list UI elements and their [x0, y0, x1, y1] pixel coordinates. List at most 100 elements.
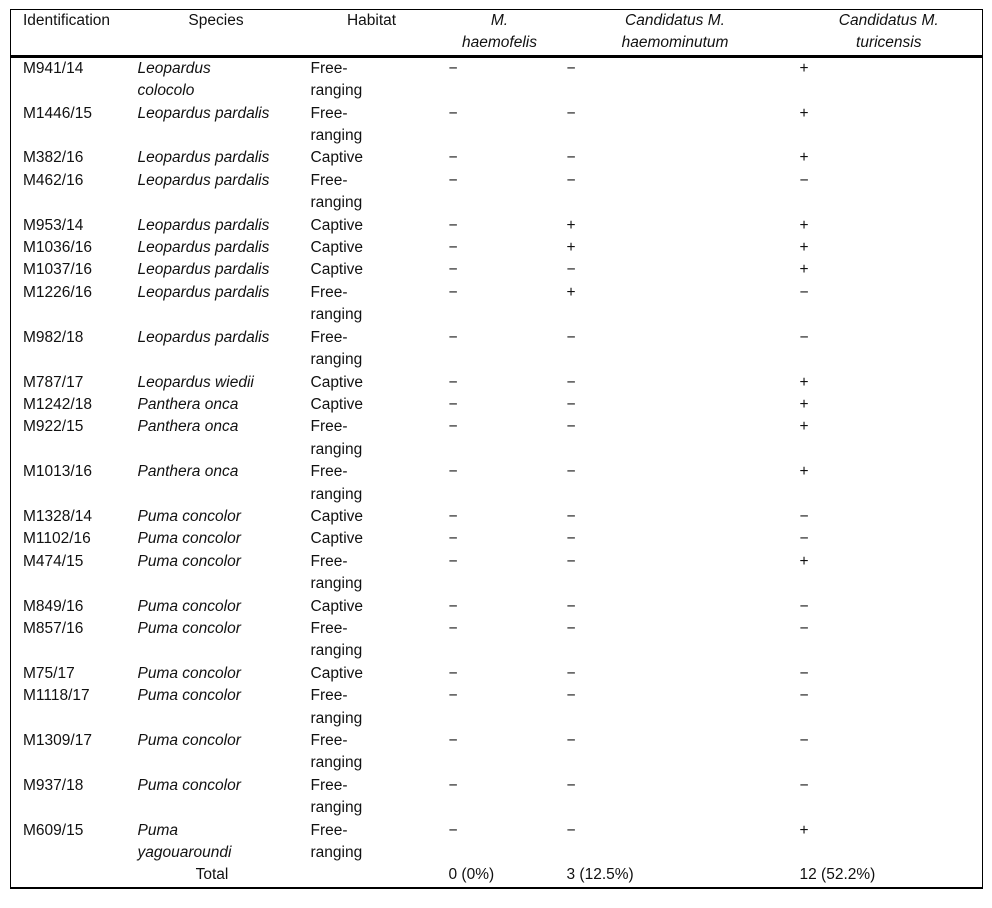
cell-m-haemofelis: − [448, 261, 458, 279]
cell-habitat: Captive [310, 216, 364, 234]
table-row: M937/18 Puma concolor Free- ranging − − … [11, 775, 983, 820]
cell-habitat: Captive [310, 530, 364, 548]
cell-m-haemofelis: − [448, 395, 458, 413]
table-row: M1242/18 Panthera onca Captive − − + [11, 394, 983, 416]
total-m-haemofelis: 0 (0%) [448, 866, 495, 884]
cell-m-haemofelis: − [448, 283, 458, 301]
cell-candidatus-m-haemominutum: − [566, 552, 576, 570]
total-row: Total 0 (0%) 3 (12.5%) 12 (52.2%) [11, 864, 983, 887]
cell-candidatus-m-turicensis: + [799, 395, 809, 413]
header-species: Species [125, 9, 299, 58]
total-candidatus-m-turicensis: 12 (52.2%) [799, 866, 876, 884]
cell-candidatus-m-haemominutum: − [566, 328, 576, 346]
cell-m-haemofelis: − [448, 418, 458, 436]
cell-candidatus-m-turicensis: + [799, 373, 809, 391]
cell-habitat: Captive [310, 597, 364, 615]
table-row: M1013/16 Panthera onca Free- ranging − −… [11, 461, 983, 506]
cell-m-haemofelis: − [448, 664, 458, 682]
cell-species: Leopardus pardalis [137, 239, 270, 257]
table-row: M1226/16 Leopardus pardalis Free- rangin… [11, 282, 983, 327]
cell-candidatus-m-turicensis: + [799, 216, 809, 234]
cell-identification: M1036/16 [23, 239, 92, 257]
cell-species: Puma concolor [137, 530, 241, 548]
cell-m-haemofelis: − [448, 59, 458, 77]
cell-candidatus-m-turicensis: − [799, 597, 809, 615]
total-empty-habitat [299, 864, 437, 887]
cell-habitat: Free- ranging [310, 171, 363, 212]
table-row: M1118/17 Puma concolor Free- ranging − −… [11, 685, 983, 730]
cell-candidatus-m-haemominutum: − [566, 59, 576, 77]
cell-candidatus-m-haemominutum: + [566, 216, 576, 234]
cell-m-haemofelis: − [448, 821, 458, 839]
cell-m-haemofelis: − [448, 171, 458, 189]
cell-species: Leopardus pardalis [137, 149, 270, 167]
table-row: M922/15 Panthera onca Free- ranging − − … [11, 416, 983, 461]
total-empty-identification [11, 864, 126, 887]
cell-candidatus-m-turicensis: + [799, 59, 809, 77]
cell-candidatus-m-turicensis: − [799, 619, 809, 637]
cell-habitat: Free- ranging [310, 104, 363, 145]
cell-m-haemofelis: − [448, 239, 458, 257]
cell-candidatus-m-turicensis: − [799, 283, 809, 301]
cell-candidatus-m-turicensis: − [799, 732, 809, 749]
cell-identification: M474/15 [23, 552, 84, 570]
hemoplasma-results-table: Identification Species Habitat M. haemof… [10, 9, 983, 889]
cell-habitat: Captive [310, 507, 364, 525]
cell-candidatus-m-haemominutum: − [566, 776, 576, 794]
cell-habitat: Free- ranging [310, 328, 363, 369]
cell-habitat: Free- ranging [310, 619, 363, 660]
table-row: M75/17 Puma concolor Captive − − − [11, 663, 983, 685]
cell-m-haemofelis: − [448, 463, 458, 481]
cell-habitat: Free- ranging [310, 463, 363, 503]
cell-species: Puma yagouaroundi [137, 821, 232, 862]
table-header: Identification Species Habitat M. haemof… [10, 9, 983, 58]
cell-m-haemofelis: − [448, 619, 458, 637]
cell-habitat: Captive [310, 664, 364, 682]
cell-candidatus-m-turicensis: − [799, 507, 809, 525]
cell-identification: M1328/14 [23, 507, 92, 525]
table-row: M857/16 Puma concolor Free- ranging − − … [11, 618, 983, 663]
cell-identification: M382/16 [23, 149, 84, 167]
cell-species: Puma concolor [137, 776, 241, 794]
table-row: M941/14 Leopardus colocolo Free- ranging… [11, 56, 983, 102]
cell-species: Puma concolor [137, 597, 241, 615]
table-footer: Total 0 (0%) 3 (12.5%) 12 (52.2%) [11, 864, 983, 887]
table-row: M1102/16 Puma concolor Captive − − − [11, 528, 983, 550]
table-row: M382/16 Leopardus pardalis Captive − − + [11, 147, 983, 169]
cell-m-haemofelis: − [448, 149, 458, 167]
cell-candidatus-m-haemominutum: − [566, 373, 576, 391]
cell-m-haemofelis: − [448, 373, 458, 391]
cell-identification: M787/17 [23, 373, 84, 391]
cell-species: Puma concolor [137, 664, 241, 682]
cell-m-haemofelis: − [448, 687, 458, 705]
cell-species: Panthera onca [137, 418, 239, 436]
cell-identification: M609/15 [23, 821, 84, 839]
cell-habitat: Captive [310, 261, 364, 279]
cell-candidatus-m-turicensis: − [799, 664, 809, 682]
cell-habitat: Free- ranging [310, 283, 363, 324]
cell-identification: M953/14 [23, 216, 84, 234]
cell-candidatus-m-haemominutum: − [566, 149, 576, 167]
cell-candidatus-m-turicensis: + [799, 104, 809, 122]
cell-m-haemofelis: − [448, 552, 458, 570]
cell-identification: M1102/16 [23, 530, 91, 548]
cell-habitat: Free- ranging [310, 59, 363, 100]
header-m-haemofelis: M. haemofelis [436, 9, 555, 58]
cell-habitat: Free- ranging [310, 687, 363, 727]
table-row: M953/14 Leopardus pardalis Captive − + + [11, 215, 983, 237]
cell-species: Leopardus pardalis [137, 104, 270, 122]
cell-species: Panthera onca [137, 395, 239, 413]
cell-m-haemofelis: − [448, 776, 458, 794]
cell-m-haemofelis: − [448, 597, 458, 615]
cell-candidatus-m-haemominutum: − [566, 687, 576, 705]
cell-candidatus-m-haemominutum: − [566, 463, 576, 481]
cell-candidatus-m-turicensis: + [799, 552, 809, 570]
total-candidatus-m-haemominutum: 3 (12.5%) [566, 866, 634, 884]
cell-species: Puma concolor [137, 507, 241, 525]
table-row: M1446/15 Leopardus pardalis Free- rangin… [11, 103, 983, 148]
table-row: M849/16 Puma concolor Captive − − − [11, 596, 983, 618]
cell-species: Leopardus pardalis [137, 216, 270, 234]
cell-species: Panthera onca [137, 463, 239, 481]
cell-species: Leopardus pardalis [137, 328, 270, 346]
cell-identification: M1446/15 [23, 104, 92, 122]
